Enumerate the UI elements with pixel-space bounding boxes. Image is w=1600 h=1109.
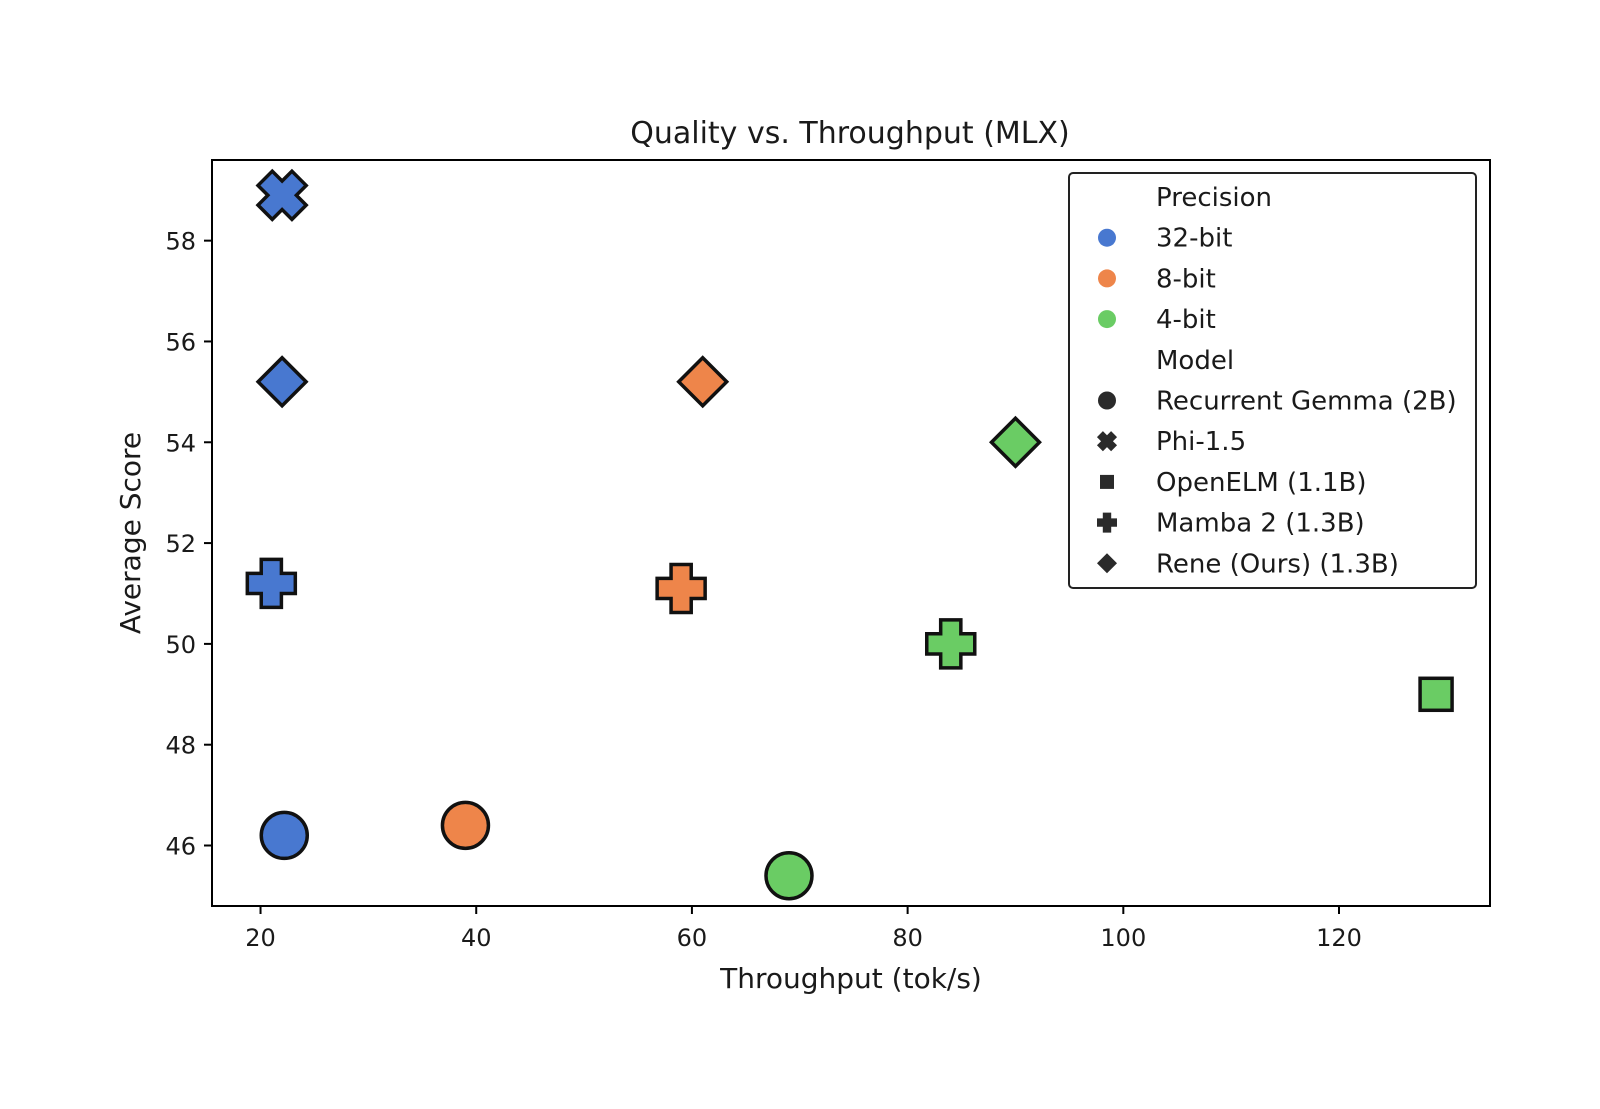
- x-tick-label: 80: [892, 924, 923, 952]
- point-plus: [655, 562, 707, 615]
- y-tick-label: 46: [165, 833, 196, 861]
- plot-area-frame: [211, 159, 1491, 907]
- point-plus: [925, 618, 977, 670]
- legend-item-label: 8-bit: [1156, 264, 1216, 294]
- x-tick-label: 120: [1316, 924, 1362, 952]
- legend: Precision 32-bit 8-bit 4-bit Model Recurrent …: [1068, 172, 1477, 589]
- point-diamond: [676, 355, 730, 409]
- legend-diamond-icon: [1097, 553, 1117, 574]
- y-tick-label: 52: [165, 530, 196, 558]
- x-axis-label: Throughput (tok/s): [719, 962, 982, 995]
- point-circle: [440, 800, 491, 851]
- legend-x-icon: [1096, 431, 1118, 452]
- x-tick-label: 40: [461, 924, 492, 952]
- y-tick-label: 50: [165, 631, 196, 659]
- legend-swatch: [1098, 269, 1116, 288]
- x-tick-label: 60: [677, 924, 708, 952]
- point-diamond: [255, 355, 309, 409]
- point-plus: [245, 557, 298, 610]
- y-axis: 46 48 50 52 54 56 58: [165, 228, 212, 861]
- legend-model-header: Model: [1156, 346, 1234, 376]
- y-tick-label: 58: [165, 228, 196, 256]
- legend-item-label: Phi-1.5: [1156, 427, 1246, 457]
- legend-precision-header: Precision: [1156, 183, 1272, 213]
- point-circle: [259, 810, 310, 861]
- legend-item-label: OpenELM (1.1B): [1156, 468, 1367, 498]
- data-points: [245, 168, 1454, 901]
- legend-frame: [1068, 172, 1477, 589]
- legend-circle-icon: [1098, 391, 1116, 410]
- y-tick-label: 56: [165, 328, 196, 356]
- y-tick-label: 54: [165, 429, 196, 457]
- point-circle: [764, 851, 814, 901]
- x-tick-label: 100: [1100, 924, 1146, 952]
- legend-item-label: Mamba 2 (1.3B): [1156, 509, 1365, 539]
- point-x: [255, 168, 309, 222]
- legend-square-icon: [1100, 474, 1114, 489]
- y-tick-label: 48: [165, 732, 196, 760]
- x-axis: 20 40 60 80 100 120: [245, 906, 1362, 952]
- legend-swatch: [1098, 228, 1116, 247]
- y-axis-label: Average Score: [114, 432, 147, 634]
- point-diamond: [988, 415, 1042, 469]
- chart-title: Quality vs. Throughput (MLX): [630, 116, 1070, 151]
- legend-item-label: Recurrent Gemma (2B): [1156, 387, 1457, 417]
- legend-swatch: [1098, 310, 1116, 329]
- legend-item-label: Rene (Ours) (1.3B): [1156, 549, 1399, 579]
- point-square: [1418, 676, 1454, 713]
- legend-item-label: 32-bit: [1156, 224, 1232, 254]
- x-tick-label: 20: [245, 924, 276, 952]
- legend-plus-icon: [1097, 512, 1117, 533]
- legend-item-label: 4-bit: [1156, 305, 1216, 335]
